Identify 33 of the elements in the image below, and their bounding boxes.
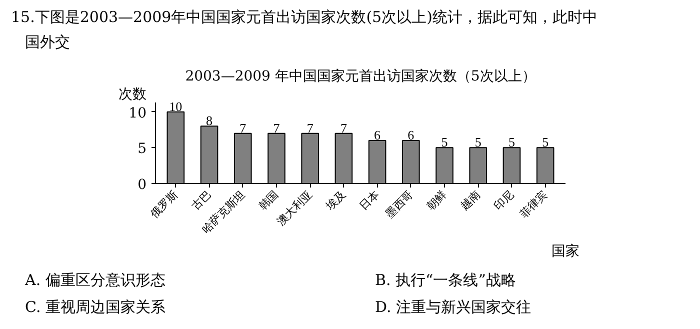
text: 15.下图是2003—2009年中国国家元首出访国家次数(5次以上)统计，据此可知，此时中国外交 <box>10 7 598 53</box>
x-tick-label: 古巴 <box>189 188 214 213</box>
data-label: 10 <box>169 98 182 114</box>
x-tick-label: 墨西哥 <box>382 188 416 220</box>
x-tick-label: 俄罗斯 <box>148 188 180 220</box>
data-label: 7 <box>273 120 280 136</box>
x-tick-label: 印尼 <box>492 188 516 213</box>
y-tick-label: 5 <box>138 141 147 158</box>
text: B. 执行“一条线”战略 <box>374 270 517 291</box>
data-label: 5 <box>508 134 515 150</box>
y-tick-label: 10 <box>128 105 147 122</box>
x-tick-label: 日本 <box>357 188 382 213</box>
text: C. 重视周边国家关系 <box>24 296 166 318</box>
data-label: 7 <box>306 120 314 136</box>
data-label: 7 <box>340 120 348 136</box>
x-tick-label: 朝鲜 <box>424 188 450 213</box>
y-axis-title: 次数 <box>118 86 146 102</box>
text: D. 注重与新兴国家交往 <box>374 296 532 318</box>
data-label: 7 <box>240 120 247 136</box>
data-label: 8 <box>206 113 213 128</box>
text: A. 偏重区分意识形态 <box>24 270 166 291</box>
data-label: 5 <box>441 134 448 150</box>
x-tick-label: 菲律宾 <box>517 188 550 220</box>
data-label: 5 <box>542 134 549 150</box>
data-label: 6 <box>374 127 382 142</box>
y-tick-label: 0 <box>138 177 147 193</box>
x-axis-title: 国家 <box>552 244 580 260</box>
chart-title: 2003—2009 年中国国家元首出访国家次数（5次以上） <box>185 68 536 84</box>
x-tick-label: 越南 <box>458 188 483 213</box>
x-tick-label: 埃及 <box>322 188 348 214</box>
data-label: 5 <box>474 134 482 150</box>
x-tick-label: 韩国 <box>256 188 282 213</box>
data-label: 6 <box>408 127 415 142</box>
